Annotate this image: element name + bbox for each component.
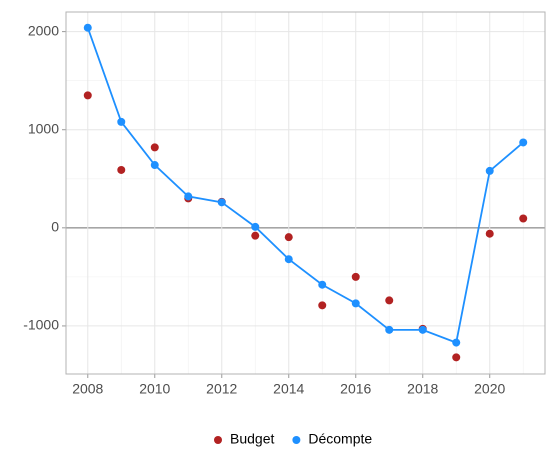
data-point — [385, 296, 394, 305]
x-tick-label: 2014 — [273, 381, 304, 397]
series-line — [86, 27, 524, 344]
data-point — [150, 143, 159, 152]
legend: Budget Décompte — [214, 431, 372, 447]
data-point — [485, 229, 494, 238]
x-tick-label: 2018 — [407, 381, 438, 397]
panel-border — [65, 11, 546, 375]
data-point — [519, 138, 528, 147]
y-tick-label: 0 — [51, 219, 59, 235]
data-point — [117, 117, 126, 126]
data-point — [485, 166, 494, 175]
data-point — [318, 301, 327, 310]
data-point — [117, 165, 126, 174]
data-point — [519, 214, 528, 223]
data-point — [452, 338, 461, 347]
data-point — [351, 272, 360, 281]
legend-label: Décompte — [308, 431, 372, 447]
data-point — [318, 280, 327, 289]
data-point — [452, 353, 461, 362]
data-point — [251, 231, 260, 240]
x-tick-label: 2010 — [139, 381, 170, 397]
data-point — [385, 325, 394, 334]
data-point — [217, 198, 226, 207]
data-point — [184, 192, 193, 201]
legend-label: Budget — [230, 431, 274, 447]
data-point — [251, 222, 260, 231]
plot-area: -1000 0 1000 2000 2008 2010 2012 2014 2016 2018 20… — [23, 11, 546, 397]
y-tick-label: 2000 — [28, 22, 59, 38]
legend-swatch — [214, 436, 222, 444]
y-tick-label: 1000 — [28, 120, 59, 136]
data-point — [83, 23, 92, 32]
legend-swatch — [292, 436, 301, 444]
data-point — [284, 233, 293, 242]
x-tick-label: 2016 — [340, 381, 371, 397]
x-tick-label: 2008 — [72, 381, 103, 397]
x-tick-label: 2012 — [206, 381, 237, 397]
data-point — [418, 325, 427, 334]
data-point — [284, 255, 293, 264]
data-point — [150, 161, 159, 170]
data-point — [83, 91, 92, 100]
x-tick-label: 2020 — [474, 381, 505, 397]
data-point — [351, 299, 360, 308]
y-tick-label: -1000 — [23, 317, 59, 333]
